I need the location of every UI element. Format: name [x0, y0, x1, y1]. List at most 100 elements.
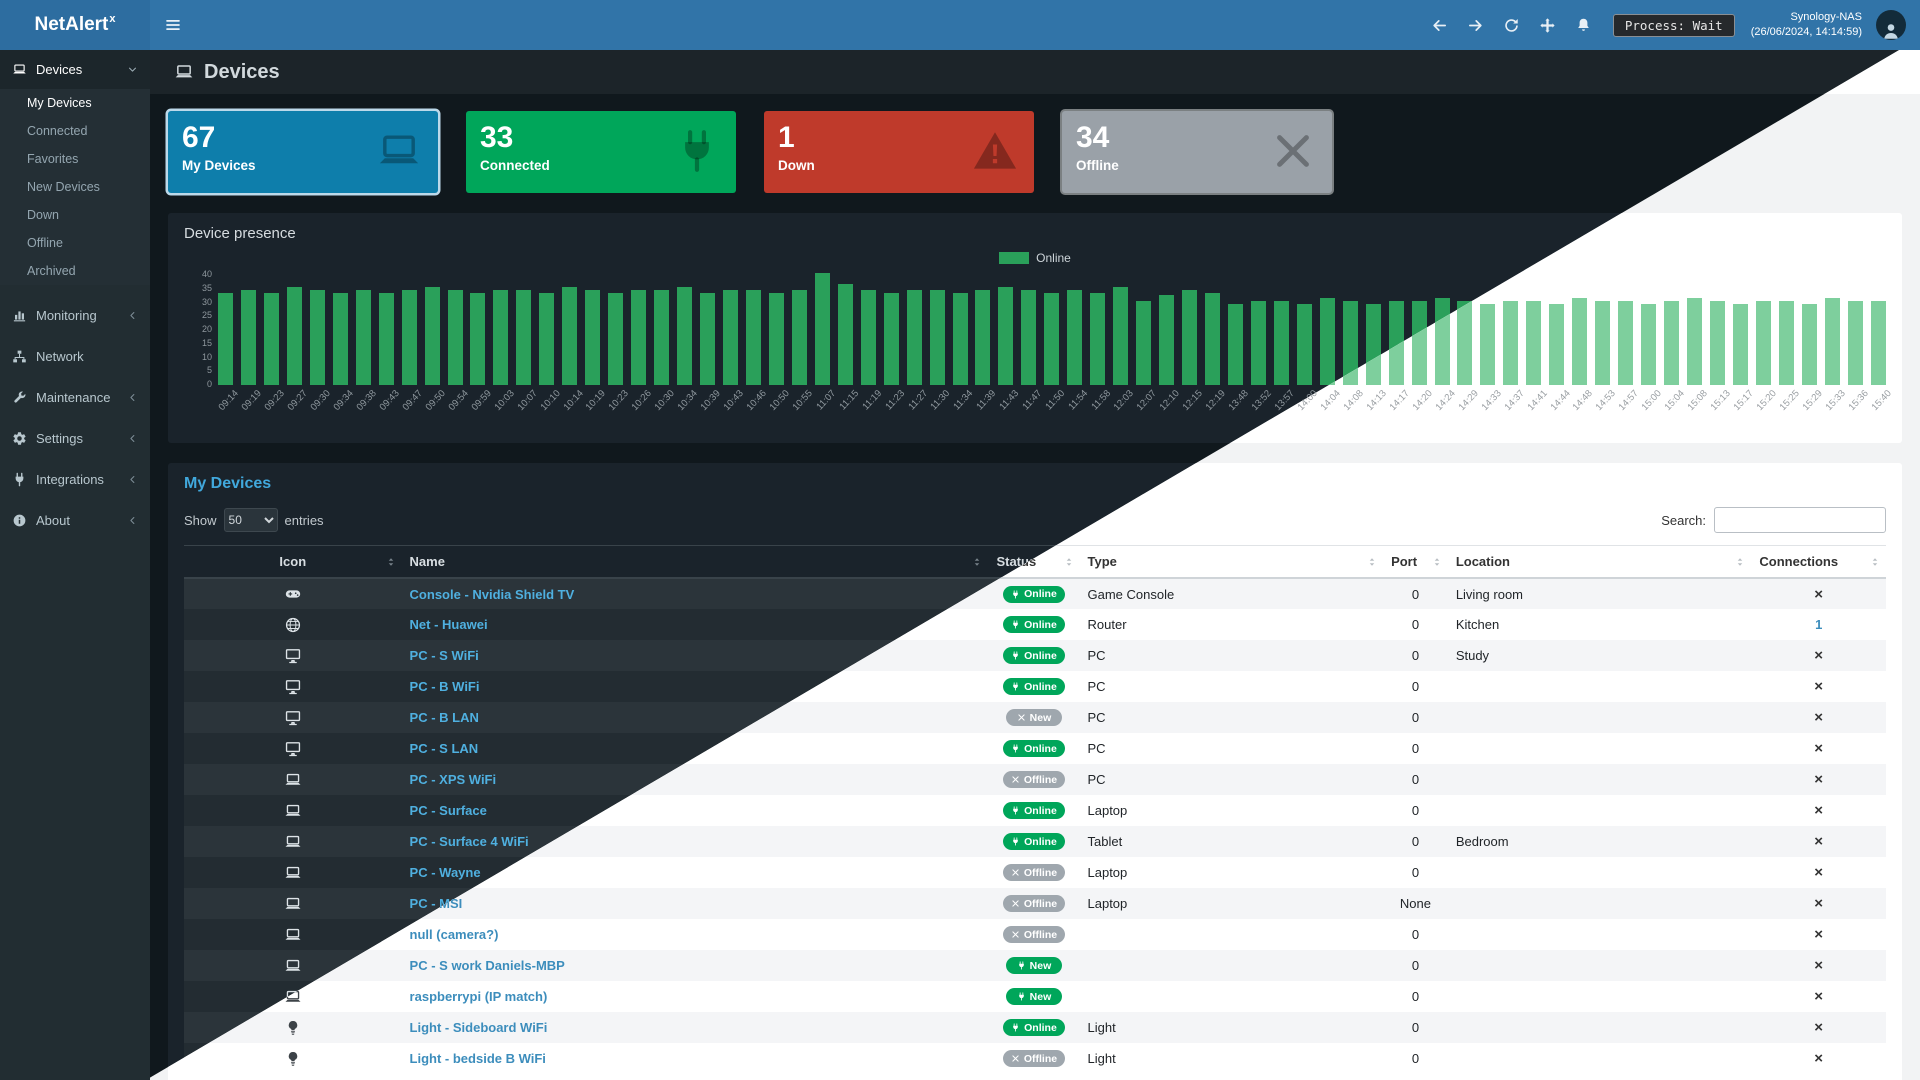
x-icon: [1270, 128, 1316, 174]
column-header-status[interactable]: Status: [988, 545, 1080, 579]
device-table-row[interactable]: Net - Huawei Online Router 0 Kitchen 1: [184, 609, 1886, 640]
delete-connection-icon[interactable]: ×: [1814, 585, 1824, 603]
device-table-row[interactable]: PC - S work Daniels-MBP New 0 ×: [184, 950, 1886, 981]
device-table-row[interactable]: PC - MSI Offline Laptop None ×: [184, 888, 1886, 919]
device-name-link[interactable]: PC - XPS WiFi: [409, 772, 497, 787]
device-connections-cell: ×: [1751, 578, 1886, 609]
device-table-row[interactable]: PC - Surface 4 WiFi Online Tablet 0 Bedr…: [184, 826, 1886, 857]
chart-bar: [883, 293, 899, 385]
sidebar-subitem-down[interactable]: Down: [27, 208, 59, 222]
back-button[interactable]: [1427, 12, 1453, 38]
device-table-row[interactable]: Light - bedside B WiFi Offline Light 0 ×: [184, 1043, 1886, 1074]
device-name-link[interactable]: PC - Surface 4 WiFi: [409, 834, 529, 849]
sort-icon[interactable]: [385, 556, 397, 568]
device-name-link[interactable]: Light - Sideboard WiFi: [409, 1020, 548, 1035]
fullscreen-button[interactable]: [1535, 12, 1561, 38]
stat-card-down[interactable]: 1 Down: [764, 111, 1034, 193]
sidebar-item-maintenance[interactable]: Maintenance: [0, 377, 150, 418]
sidebar-subitem-connected[interactable]: Connected: [27, 124, 88, 138]
column-header-port[interactable]: Port: [1383, 545, 1448, 579]
sidebar-toggle-button[interactable]: [150, 0, 196, 50]
stat-card-connected[interactable]: 33 Connected: [466, 111, 736, 193]
sidebar-subitem-new-devices[interactable]: New Devices: [27, 180, 100, 194]
sort-icon[interactable]: [1734, 556, 1746, 568]
delete-connection-icon[interactable]: ×: [1814, 771, 1824, 788]
delete-connection-icon[interactable]: ×: [1814, 1050, 1824, 1067]
delete-connection-icon[interactable]: ×: [1814, 1019, 1824, 1036]
device-name-link[interactable]: Console - Nvidia Shield TV: [409, 586, 575, 602]
delete-connection-icon[interactable]: ×: [1814, 895, 1824, 912]
sidebar-item-about[interactable]: About: [0, 500, 150, 541]
delete-connection-icon[interactable]: ×: [1814, 988, 1824, 1005]
delete-connection-icon[interactable]: ×: [1814, 740, 1824, 757]
sidebar-subitem-archived[interactable]: Archived: [27, 264, 76, 278]
chart-bar: [608, 293, 624, 385]
device-name-link[interactable]: PC - B LAN: [409, 710, 479, 725]
column-header-name[interactable]: Name: [401, 545, 989, 579]
sort-icon[interactable]: [1366, 556, 1378, 568]
device-table-row[interactable]: null (camera?) Offline 0 ×: [184, 919, 1886, 950]
device-name-link[interactable]: Light - bedside B WiFi: [409, 1051, 546, 1066]
device-table-row[interactable]: Light - Sideboard WiFi Online Light 0 ×: [184, 1012, 1886, 1043]
plug-icon: [1011, 806, 1020, 815]
sidebar-subitem-favorites[interactable]: Favorites: [27, 152, 79, 166]
delete-connection-icon[interactable]: ×: [1814, 926, 1824, 943]
sidebar-item-monitoring[interactable]: Monitoring: [0, 295, 150, 336]
device-table-row[interactable]: PC - Surface Online Laptop 0 ×: [184, 795, 1886, 826]
sort-icon[interactable]: [1063, 556, 1075, 568]
device-table-row[interactable]: PC - XPS WiFi Offline PC 0 ×: [184, 764, 1886, 795]
forward-button[interactable]: [1463, 12, 1489, 38]
device-name-link[interactable]: PC - Wayne: [409, 865, 481, 880]
device-name-link[interactable]: PC - S LAN: [409, 741, 479, 756]
sidebar-subitem-my-devices[interactable]: My Devices: [27, 96, 92, 110]
column-header-type[interactable]: Type: [1079, 545, 1384, 579]
device-table-row[interactable]: raspberrypi (IP match) New 0 ×: [184, 981, 1886, 1012]
device-table-row[interactable]: PC - B WiFi Online PC 0 ×: [184, 671, 1886, 702]
delete-connection-icon[interactable]: ×: [1814, 802, 1824, 819]
stat-card-offline[interactable]: 34 Offline: [1062, 111, 1332, 193]
device-table-row[interactable]: PC - S WiFi Online PC 0 Study ×: [184, 640, 1886, 671]
device-name-link[interactable]: PC - S WiFi: [409, 648, 479, 663]
delete-connection-icon[interactable]: ×: [1814, 678, 1824, 695]
column-header-location[interactable]: Location: [1447, 545, 1752, 579]
column-header-icon[interactable]: Icon: [184, 545, 402, 579]
column-header-connections[interactable]: Connections: [1751, 545, 1886, 579]
device-table-row[interactable]: PC - S LAN Online PC 0 ×: [184, 733, 1886, 764]
device-table-row[interactable]: PC - Wayne Offline Laptop 0 ×: [184, 857, 1886, 888]
connections-count-link[interactable]: 1: [1815, 617, 1823, 632]
device-name-link[interactable]: PC - B WiFi: [409, 679, 480, 694]
delete-connection-icon[interactable]: ×: [1814, 833, 1824, 850]
delete-connection-icon[interactable]: ×: [1814, 957, 1824, 974]
delete-connection-icon[interactable]: ×: [1814, 647, 1824, 664]
table-title: My Devices: [184, 475, 272, 492]
device-name-link[interactable]: PC - Surface: [409, 803, 487, 818]
sort-icon[interactable]: [971, 556, 983, 568]
sort-icon[interactable]: [1869, 556, 1881, 568]
sidebar-item-network[interactable]: Network: [0, 336, 150, 377]
sidebar-item-integrations[interactable]: Integrations: [0, 459, 150, 500]
stat-card-my-devices[interactable]: 67 My Devices: [168, 111, 438, 193]
device-name-link[interactable]: PC - MSI: [409, 896, 463, 911]
device-port: 0: [1411, 803, 1420, 818]
refresh-button[interactable]: [1499, 12, 1525, 38]
device-name-link[interactable]: Net - Huawei: [409, 617, 488, 632]
sidebar-item-settings[interactable]: Settings: [0, 418, 150, 459]
chart-bar: [1709, 301, 1725, 385]
delete-connection-icon[interactable]: ×: [1814, 709, 1824, 726]
device-name-link[interactable]: null (camera?): [409, 927, 499, 942]
device-name-link[interactable]: PC - S work Daniels-MBP: [409, 958, 565, 973]
delete-connection-icon[interactable]: ×: [1814, 864, 1824, 881]
page-size-select[interactable]: 50: [223, 508, 278, 532]
user-avatar[interactable]: [1876, 10, 1906, 40]
device-table-row[interactable]: Console - Nvidia Shield TV Online Game C…: [184, 578, 1886, 609]
device-connections-cell: ×: [1751, 1043, 1886, 1074]
sidebar-subitem-offline[interactable]: Offline: [27, 236, 63, 250]
notifications-button[interactable]: [1571, 12, 1597, 38]
device-table-row[interactable]: PC - B LAN New PC 0 ×: [184, 702, 1886, 733]
sidebar-item-devices[interactable]: Devices: [0, 50, 150, 89]
device-name-link[interactable]: raspberrypi (IP match): [409, 989, 548, 1004]
table-search-input[interactable]: [1714, 507, 1886, 533]
sort-icon[interactable]: [1431, 556, 1443, 568]
device-port: 0: [1411, 710, 1420, 725]
